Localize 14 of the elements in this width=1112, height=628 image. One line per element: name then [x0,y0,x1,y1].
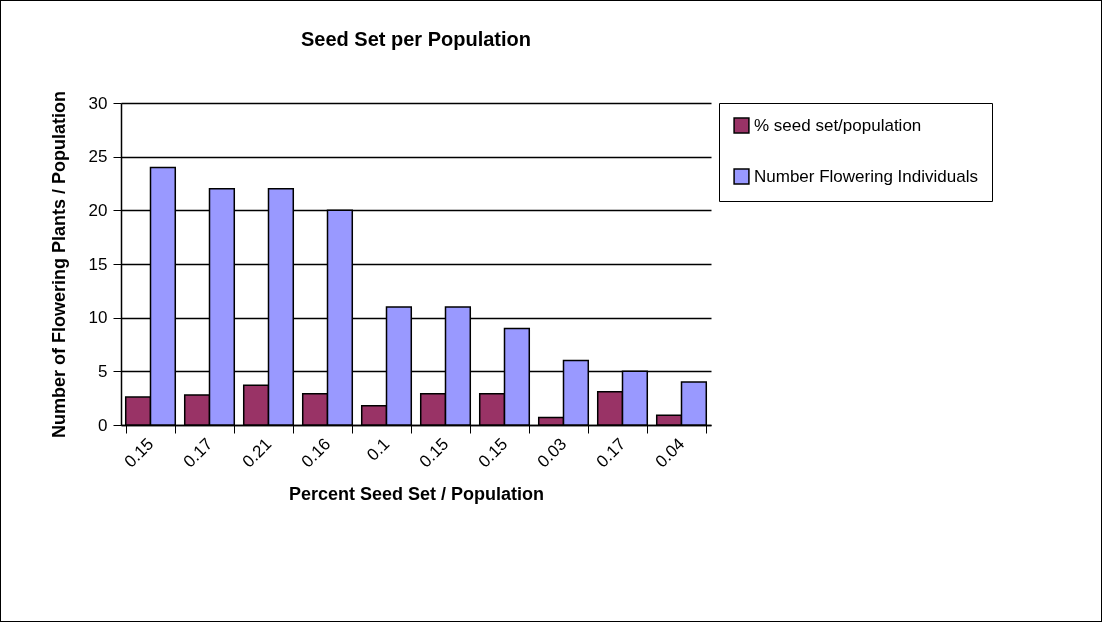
y-axis-title: Number of Flowering Plants / Population [48,90,69,439]
y-tick-label: 0 [98,415,108,435]
x-axis-title: Percent Seed Set / Population [288,483,545,504]
y-tick-label: 25 [88,147,108,167]
y-tick-label: 5 [98,361,108,381]
legend-label: % seed set/population [754,115,922,135]
y-tick-label: 20 [88,200,108,220]
legend-label: Number Flowering Individuals [754,166,978,186]
y-tick-label: 30 [88,93,108,113]
x-tick-label: 0.1 [363,434,394,465]
y-tick-label: 10 [88,308,108,328]
chart-title: Seed Set per Population [300,28,532,51]
x-tick-label: 0.21 [238,434,276,472]
y-tick-label: 15 [88,254,108,274]
